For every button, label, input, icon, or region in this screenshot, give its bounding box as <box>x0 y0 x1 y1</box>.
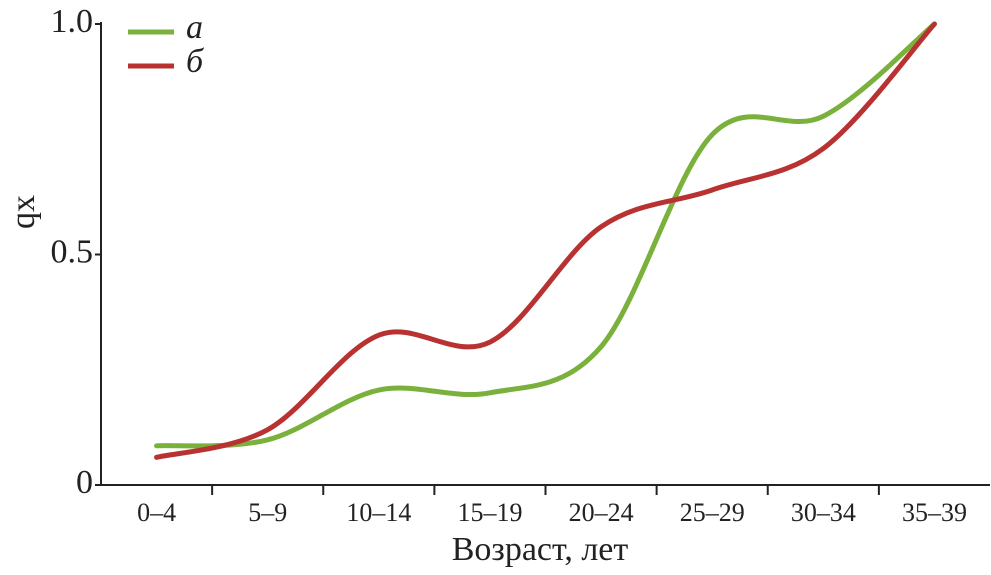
x-tick-label: 5–9 <box>248 498 287 527</box>
x-tick-label: 20–24 <box>569 498 634 527</box>
x-tick-label: 30–34 <box>791 498 856 527</box>
legend-label: б <box>186 43 205 80</box>
y-tick-label: 0 <box>76 464 93 501</box>
series-line <box>154 21 937 449</box>
x-tick-label: 25–29 <box>680 498 745 527</box>
series-line <box>154 21 937 460</box>
x-tick-label: 35–39 <box>902 498 967 527</box>
x-tick-label: 10–14 <box>346 498 411 527</box>
y-tick-label: 0.5 <box>51 233 94 270</box>
x-axis-label: Возраст, лет <box>452 531 629 568</box>
y-tick-label: 1.0 <box>51 3 94 40</box>
legend-label: а <box>186 9 203 46</box>
y-axis-label: qx <box>5 195 42 229</box>
x-tick-label: 0–4 <box>137 498 176 527</box>
x-tick-label: 15–19 <box>457 498 522 527</box>
